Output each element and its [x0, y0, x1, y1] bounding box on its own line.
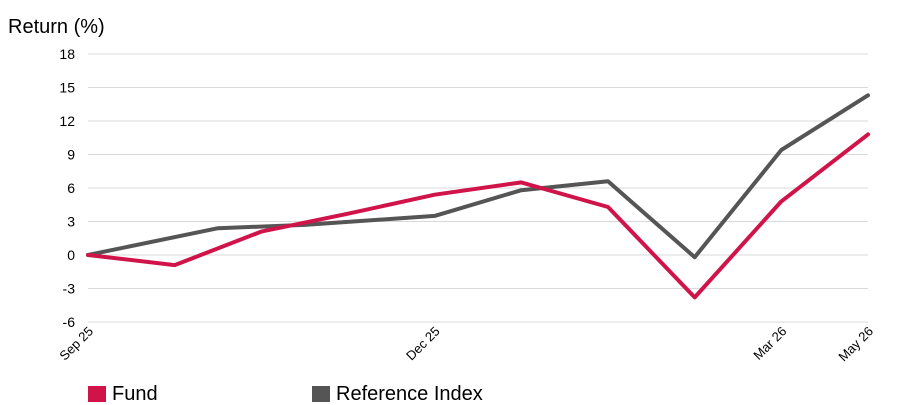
- y-axis-title: Return (%): [8, 16, 105, 38]
- y-tick-label: 15: [59, 80, 75, 96]
- y-tick-label: 6: [67, 180, 75, 196]
- x-tick-label: Dec 25: [403, 324, 443, 364]
- legend-swatch-reference-index: [312, 386, 330, 402]
- series-lines: [86, 93, 870, 300]
- y-tick-label: -6: [63, 314, 76, 330]
- y-tick-label: -3: [63, 281, 76, 297]
- y-tick-label: 12: [59, 113, 75, 129]
- legend-label-reference-index: Reference Index: [336, 383, 483, 405]
- x-axis-ticks: Sep 25 Dec 25 Mar 26 May 26: [56, 324, 876, 365]
- legend-swatch-fund: [88, 386, 106, 402]
- legend-item-reference-index: Reference Index: [312, 384, 483, 404]
- x-tick-label: Mar 26: [750, 324, 789, 363]
- y-tick-label: 9: [67, 147, 75, 163]
- y-tick-label: 3: [67, 214, 75, 230]
- series-line-fund: [86, 132, 870, 300]
- y-tick-label: 0: [67, 247, 75, 263]
- x-tick-label: May 26: [835, 324, 876, 365]
- y-tick-label: 18: [59, 46, 75, 62]
- legend-item-fund: Fund: [88, 384, 158, 404]
- legend-label-fund: Fund: [112, 383, 158, 405]
- y-axis-ticks: -6 -3 0 3 6 9 12 15 18: [59, 46, 75, 330]
